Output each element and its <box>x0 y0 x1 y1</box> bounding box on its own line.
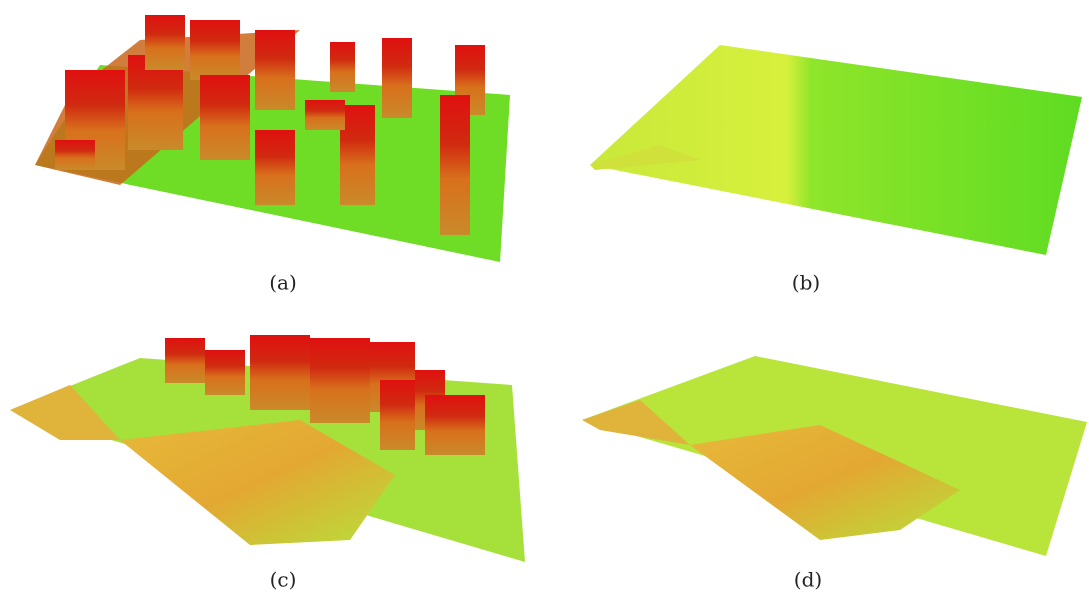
panel-c <box>10 335 525 562</box>
panel-label: (c) <box>270 568 297 592</box>
panel-d <box>582 356 1087 556</box>
panel-b <box>590 45 1082 255</box>
panel-label: (d) <box>794 568 822 592</box>
page: (a) (b) (c) (d) (() => { const data = JS… <box>0 0 1089 606</box>
figure: (a) (b) (c) (d) <box>0 0 1089 606</box>
panel-label: (b) <box>792 271 820 295</box>
panel-a <box>35 15 510 262</box>
panel-label: (a) <box>269 271 297 295</box>
